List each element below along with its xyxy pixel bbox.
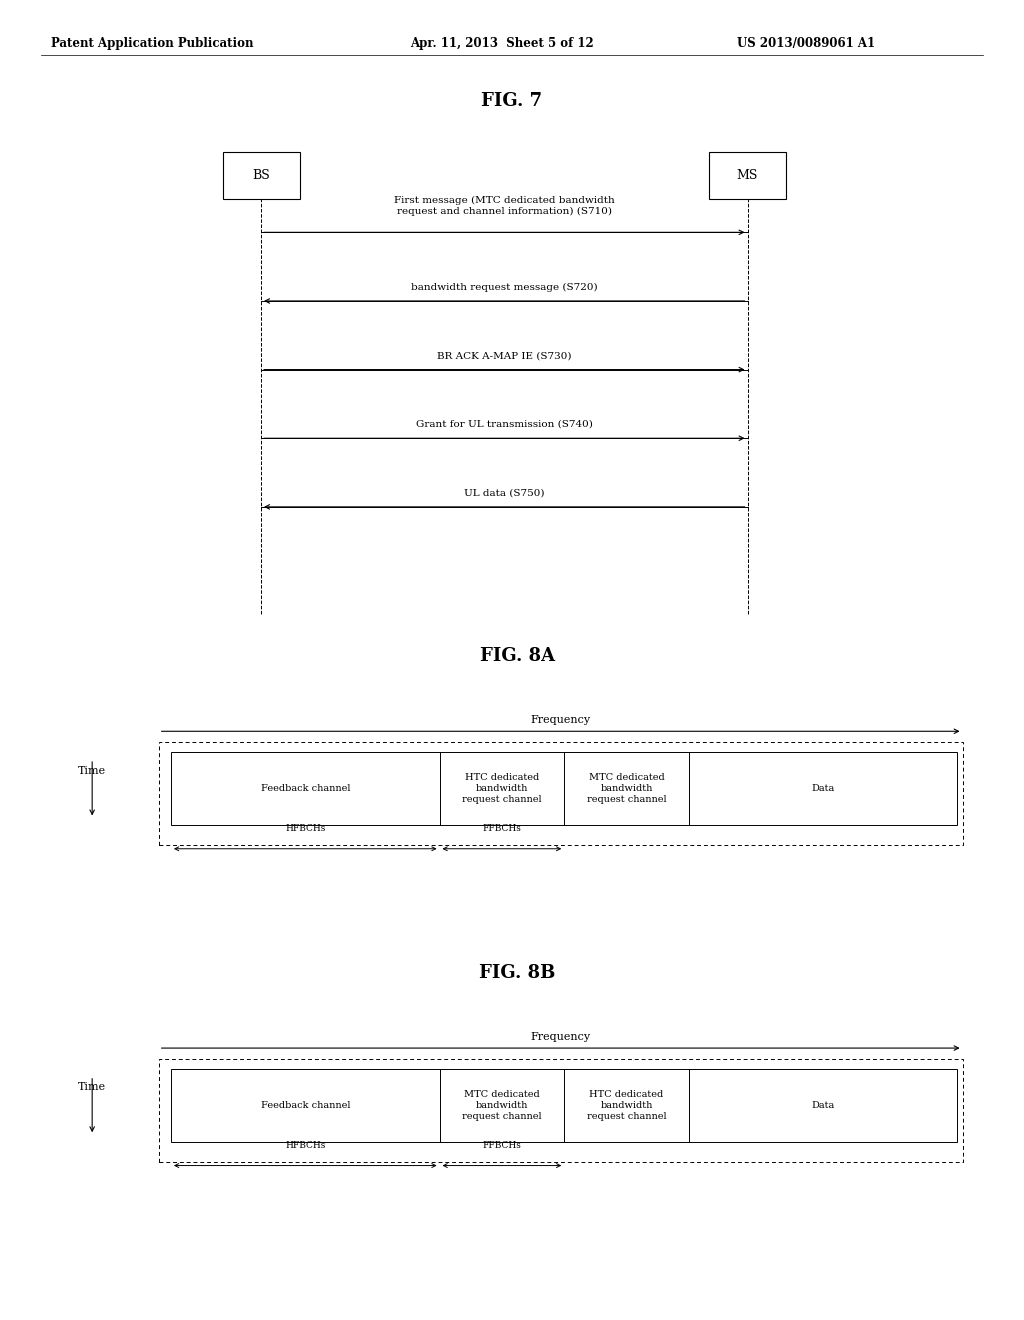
Text: HTC dedicated
bandwidth
request channel: HTC dedicated bandwidth request channel: [462, 774, 542, 804]
Text: FIG. 8B: FIG. 8B: [479, 964, 555, 982]
Text: MS: MS: [737, 169, 758, 182]
Text: FIG. 7: FIG. 7: [481, 92, 543, 111]
Bar: [159, 742, 963, 845]
Point: [558, 1061, 570, 1077]
Point: [433, 1061, 445, 1077]
Point: [255, 191, 267, 207]
Point: [741, 606, 754, 622]
Point: [255, 362, 267, 378]
Text: HTC dedicated
bandwidth
request channel: HTC dedicated bandwidth request channel: [587, 1090, 667, 1121]
Text: BR ACK A-MAP IE (S730): BR ACK A-MAP IE (S730): [437, 351, 571, 360]
Point: [683, 744, 695, 760]
Point: [683, 817, 695, 833]
Text: Grant for UL transmission (S740): Grant for UL transmission (S740): [416, 420, 593, 429]
Point: [433, 1134, 445, 1150]
Bar: [171, 752, 957, 825]
Text: Feedback channel: Feedback channel: [260, 784, 350, 793]
Point: [683, 1134, 695, 1150]
Point: [255, 499, 267, 515]
Text: FFBCHs: FFBCHs: [482, 1140, 521, 1150]
Bar: [709, 152, 786, 199]
Text: Patent Application Publication: Patent Application Publication: [51, 37, 254, 50]
Text: FFBCHs: FFBCHs: [482, 824, 521, 833]
Text: Frequency: Frequency: [530, 715, 591, 726]
Point: [255, 430, 267, 446]
Point: [558, 817, 570, 833]
Point: [741, 191, 754, 207]
Point: [741, 499, 754, 515]
Point: [741, 430, 754, 446]
Text: HFBCHs: HFBCHs: [285, 1140, 326, 1150]
Point: [433, 744, 445, 760]
Point: [255, 293, 267, 309]
Text: FIG. 8A: FIG. 8A: [479, 647, 555, 665]
Point: [741, 224, 754, 240]
Bar: [171, 1069, 957, 1142]
Text: MTC dedicated
bandwidth
request channel: MTC dedicated bandwidth request channel: [462, 1090, 542, 1121]
Point: [741, 362, 754, 378]
Text: Time: Time: [78, 1082, 106, 1093]
Point: [433, 817, 445, 833]
Point: [255, 224, 267, 240]
Text: First message (MTC dedicated bandwidth
request and channel information) (S710): First message (MTC dedicated bandwidth r…: [394, 197, 614, 216]
Point: [558, 1134, 570, 1150]
Text: MTC dedicated
bandwidth
request channel: MTC dedicated bandwidth request channel: [587, 774, 667, 804]
Text: Data: Data: [812, 1101, 835, 1110]
Text: HFBCHs: HFBCHs: [285, 824, 326, 833]
Point: [683, 1061, 695, 1077]
Text: bandwidth request message (S720): bandwidth request message (S720): [411, 282, 598, 292]
Point: [255, 606, 267, 622]
Text: UL data (S750): UL data (S750): [464, 488, 545, 498]
Point: [741, 293, 754, 309]
Point: [558, 744, 570, 760]
Text: Time: Time: [78, 766, 106, 776]
Text: Data: Data: [812, 784, 835, 793]
Text: Apr. 11, 2013  Sheet 5 of 12: Apr. 11, 2013 Sheet 5 of 12: [410, 37, 593, 50]
Text: Frequency: Frequency: [530, 1032, 591, 1043]
Text: US 2013/0089061 A1: US 2013/0089061 A1: [737, 37, 876, 50]
Bar: [159, 1059, 963, 1162]
Text: BS: BS: [252, 169, 270, 182]
Text: Feedback channel: Feedback channel: [260, 1101, 350, 1110]
Bar: [223, 152, 299, 199]
